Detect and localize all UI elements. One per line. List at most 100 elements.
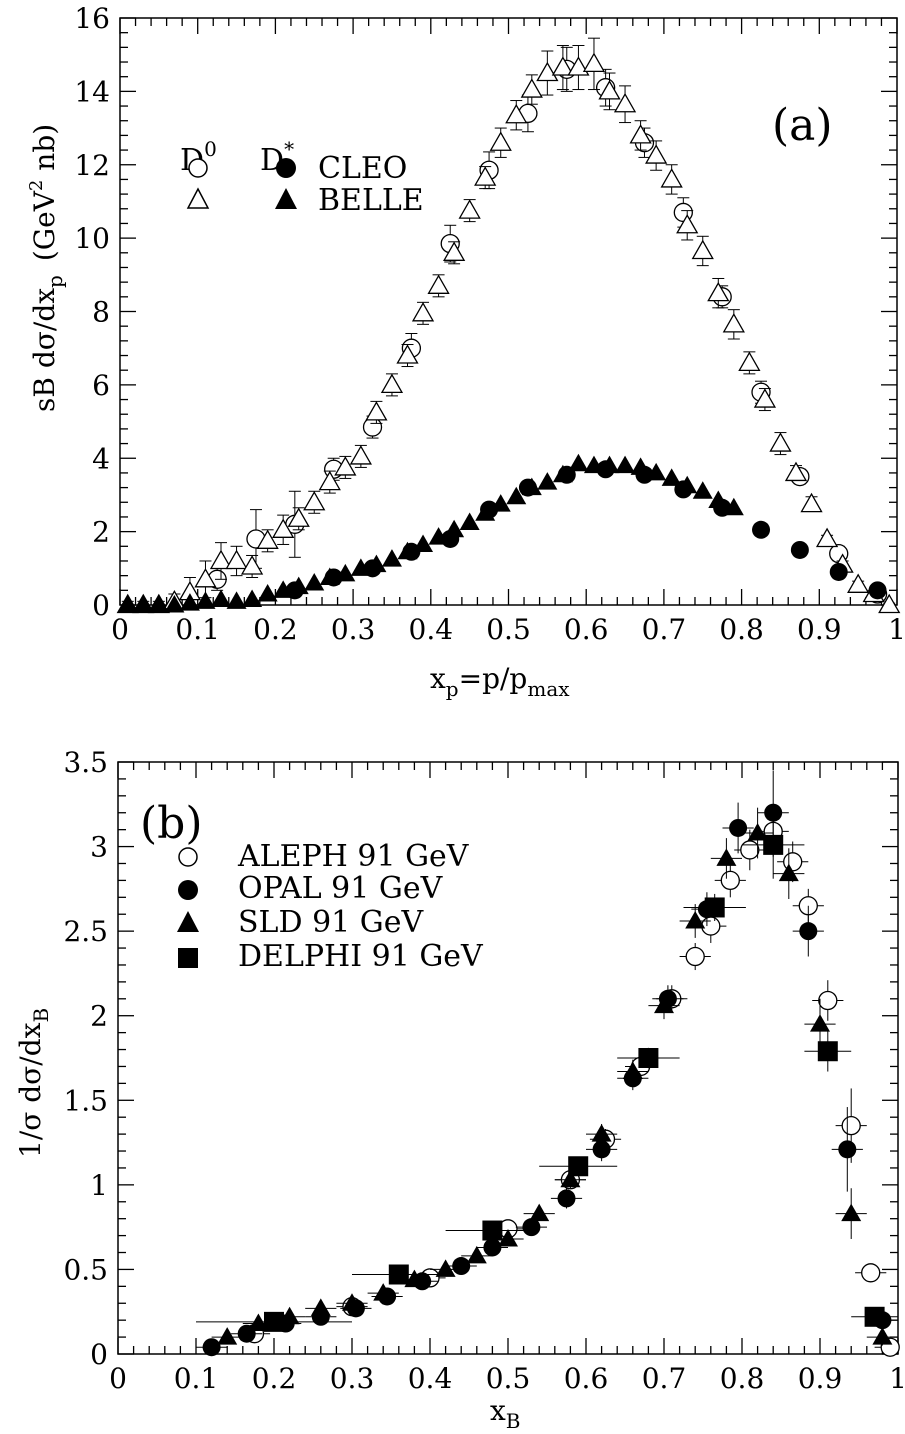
a-d-belle-point	[242, 589, 263, 607]
a-d0-belle-point	[505, 103, 528, 124]
a-d-belle-point	[226, 591, 247, 609]
a-d-belle-point	[723, 497, 744, 516]
a-d-cleo-point	[868, 581, 887, 600]
a-y-tick-label: 12	[74, 149, 110, 182]
b-sld-91-gev-point	[404, 1269, 425, 1288]
panel-b-legend: ALEPH 91 GeV OPAL 91 GeV SLD 91 GeV DELP…	[177, 839, 484, 974]
panel-b-label: (b)	[140, 798, 203, 849]
b-sld-91-gev-point	[373, 1283, 394, 1301]
a-d0-belle-point	[303, 490, 326, 511]
a-x-tick-label: 0	[111, 613, 129, 646]
panel-a-y-axis-label: sB dσ/dxp(GeV2 nb)	[26, 124, 67, 412]
a-d-belle-point	[117, 595, 138, 613]
a-d0-belle-point	[847, 573, 870, 593]
b-sld-91-gev-point	[810, 1014, 830, 1032]
panel-a-legend: D0 D* CLEO BELLE	[180, 137, 424, 218]
a-x-tick-label: 0.5	[486, 613, 531, 646]
a-d-belle-point	[552, 464, 573, 483]
b-x-tick-label: 0.8	[720, 1362, 765, 1395]
b-sld-91-gev-point	[872, 1327, 893, 1345]
a-d-belle-point	[413, 534, 434, 552]
b-sld-91-gev-point	[778, 863, 799, 882]
a-d0-belle-point	[582, 52, 606, 73]
b-aleph-91-gev-point	[861, 1263, 881, 1283]
a-d0-belle-point	[411, 302, 435, 322]
a-x-tick-label: 0.3	[331, 613, 376, 646]
b-opal-91-gev-point	[452, 1257, 471, 1276]
b-y-tick-label: 3.5	[63, 746, 108, 779]
a-d-cleo-point	[829, 562, 848, 581]
b-opal-91-gev-point	[799, 922, 818, 941]
a-d0-belle-point	[722, 313, 745, 333]
a-d-belle-point	[537, 472, 558, 490]
b-y-tick-label: 0.5	[63, 1253, 108, 1286]
a-d0-belle-point	[240, 555, 264, 575]
a-d0-belle-point	[707, 281, 730, 302]
a-d-belle-point	[490, 494, 511, 512]
b-opal-91-gev-point	[202, 1338, 221, 1357]
b-sld-91-gev-point	[841, 1203, 862, 1222]
a-x-tick-label: 0.7	[642, 613, 687, 646]
a-d-cleo-point	[752, 520, 771, 539]
a-d-belle-point	[164, 595, 185, 613]
a-y-tick-label: 0	[92, 589, 110, 622]
a-d-belle-point	[661, 468, 682, 486]
legend-b-delphi-marker	[178, 948, 198, 968]
a-d-belle-point	[692, 481, 713, 499]
panel-a-ticks: 0 0.1 0.2 0.3 0.4 0.5 0.6 0.7 0.8 0.9 102468101214…	[74, 2, 905, 646]
a-x-tick-label: 0.6	[564, 613, 609, 646]
a-y-tick-label: 10	[74, 222, 110, 255]
b-delphi-91-gev-point	[864, 1306, 885, 1327]
b-sld-91-gev-point	[498, 1228, 518, 1247]
b-sld-91-gev-point	[310, 1298, 331, 1316]
b-x-tick-label: 0.6	[564, 1362, 609, 1395]
b-opal-91-gev-point	[838, 1140, 857, 1159]
legend-b-opal-marker	[178, 880, 198, 900]
a-d0-belle-point	[629, 124, 652, 144]
a-d0-belle-point	[287, 507, 310, 527]
a-d0-belle-point	[878, 593, 901, 614]
a-d-belle-point	[273, 580, 294, 598]
b-delphi-91-gev-point	[264, 1311, 284, 1332]
b-aleph-91-gev-point	[701, 916, 721, 936]
a-d0-belle-point	[800, 492, 823, 513]
b-opal-91-gev-point	[592, 1140, 611, 1159]
a-d0-belle-point	[551, 56, 575, 76]
a-d0-belle-point	[536, 61, 559, 82]
a-d0-belle-point	[427, 274, 450, 294]
legend-b-delphi-label: DELPHI 91 GeV	[238, 939, 484, 974]
a-d0-belle-point	[676, 213, 699, 234]
b-delphi-91-gev-point	[482, 1220, 503, 1241]
a-d-belle-point	[677, 475, 698, 494]
a-d-belle-point	[708, 490, 729, 508]
b-x-tick-label: 0.1	[174, 1362, 219, 1395]
a-d-belle-point	[319, 567, 340, 585]
b-x-tick-label: 0.5	[486, 1362, 531, 1395]
b-delphi-91-gev-point	[388, 1264, 409, 1285]
a-d-belle-point	[179, 593, 200, 611]
b-sld-91-gev-point	[529, 1203, 550, 1222]
a-d-belle-point	[599, 455, 620, 474]
a-d0-cleo-point	[362, 417, 383, 437]
a-d-belle-point	[133, 595, 154, 613]
b-x-tick-label: 0.2	[252, 1362, 297, 1395]
a-d0-belle-point	[334, 456, 357, 476]
a-d0-belle-point	[520, 78, 543, 98]
a-y-tick-label: 16	[74, 2, 110, 35]
b-x-tick-label: 0.3	[330, 1362, 375, 1395]
b-sld-91-gev-point	[591, 1124, 612, 1142]
b-sld-91-gev-point	[685, 910, 706, 929]
b-opal-91-gev-point	[557, 1189, 576, 1208]
panel-a-label: (a)	[772, 100, 833, 151]
a-d-belle-point	[428, 527, 449, 545]
a-x-tick-label: 0.1	[175, 613, 220, 646]
a-d0-belle-point	[349, 445, 372, 465]
b-delphi-91-gev-point	[817, 1041, 838, 1062]
a-d0-belle-point	[815, 527, 839, 548]
a-d-belle-point	[583, 455, 604, 474]
b-x-tick-label: 0.7	[642, 1362, 687, 1395]
b-sld-91-gev-point	[560, 1169, 581, 1188]
a-d0-belle-point	[194, 568, 217, 588]
a-y-tick-label: 6	[92, 369, 110, 402]
panel-a-marks	[116, 37, 901, 614]
